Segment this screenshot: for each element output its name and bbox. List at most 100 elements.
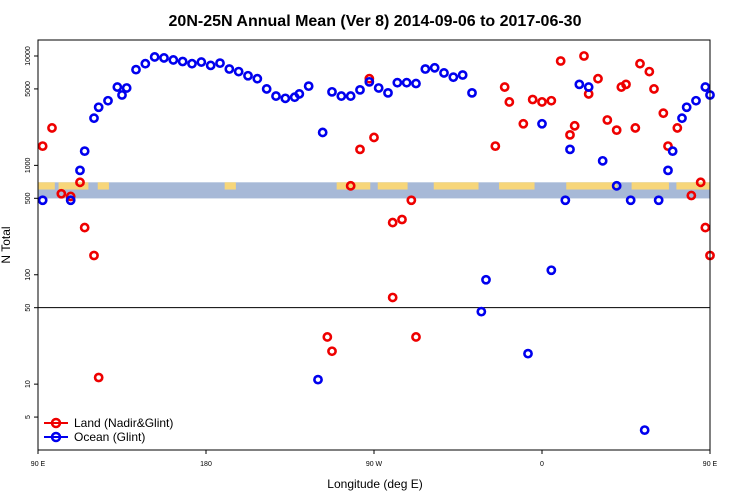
ocean-point: [663, 165, 673, 176]
ocean-point: [677, 113, 687, 124]
land-patch: [58, 182, 89, 192]
land-point: [686, 190, 697, 201]
land-point: [499, 82, 510, 92]
x-tick-label: 90 E: [31, 461, 46, 468]
ocean-point: [411, 78, 421, 89]
ocean-point: [345, 91, 356, 101]
land-point: [672, 123, 683, 133]
legend-ocean-marker: [50, 431, 62, 443]
land-point: [569, 120, 580, 131]
ocean-point: [667, 146, 678, 157]
ocean-point: [65, 195, 76, 206]
x-axis-ticks: 90 E 180 90 W 0 90 E: [31, 450, 718, 468]
ocean-point: [224, 64, 235, 74]
ocean-point: [364, 76, 375, 87]
ocean-point: [121, 83, 132, 93]
land-point: [635, 58, 645, 69]
ocean-point: [700, 82, 711, 92]
ocean-point: [523, 348, 533, 359]
land-patch: [631, 182, 669, 192]
ocean-point: [75, 165, 85, 176]
land-patch: [224, 182, 236, 192]
ocean-point: [317, 127, 328, 138]
land-point: [490, 141, 501, 152]
land-point: [579, 51, 589, 61]
legend-land-marker: [50, 417, 62, 429]
ocean-point: [112, 82, 123, 92]
land-patch: [433, 182, 479, 192]
y-tick-label: 5: [25, 415, 32, 419]
ocean-point: [131, 64, 141, 75]
ocean-point: [252, 73, 263, 84]
ocean-point: [560, 195, 571, 206]
land-point: [387, 217, 398, 228]
ocean-point: [448, 72, 459, 83]
ocean-point: [476, 306, 487, 317]
land-point: [649, 84, 659, 94]
y-tick-label: 5000: [25, 81, 32, 97]
plot-frame: [37, 39, 711, 451]
land-point: [644, 66, 655, 77]
land-point: [518, 118, 529, 129]
x-tick-label: 90 W: [366, 461, 383, 468]
land-point: [89, 250, 99, 261]
land-point: [546, 95, 557, 106]
x-tick-label: 90 E: [703, 461, 718, 468]
ocean-point: [215, 58, 225, 69]
land-point: [37, 141, 48, 152]
ocean-point: [625, 195, 636, 206]
ocean-point: [457, 70, 468, 80]
ocean-point: [271, 91, 281, 101]
ocean-point: [168, 55, 179, 65]
land-point: [700, 222, 711, 233]
land-point: [630, 123, 641, 133]
land-point: [327, 346, 337, 357]
ocean-point: [597, 155, 608, 166]
ocean-point: [336, 91, 347, 101]
ocean-point: [261, 84, 272, 94]
land-patch: [377, 182, 408, 192]
land-patch: [499, 182, 535, 192]
ocean-point: [537, 118, 547, 129]
land-patch: [97, 182, 109, 192]
land-point: [345, 180, 356, 191]
land-point: [355, 144, 365, 155]
y-axis-label: N Total: [0, 226, 13, 263]
ocean-point: [583, 82, 594, 92]
ocean-point: [294, 89, 305, 99]
ocean-point: [653, 195, 664, 206]
ocean-point: [467, 87, 477, 98]
ocean-point: [196, 57, 207, 67]
ocean-point: [546, 265, 557, 276]
ocean-point: [439, 68, 449, 78]
x-tick-label: 180: [200, 461, 212, 468]
ocean-point: [313, 374, 323, 385]
land-point: [411, 332, 421, 342]
land-point: [555, 56, 566, 66]
series-points: [37, 51, 715, 436]
land-point: [406, 195, 417, 206]
y-tick-label: 10000: [25, 46, 32, 66]
ocean-point: [187, 58, 197, 69]
ocean-point: [392, 77, 403, 88]
land-patch: [676, 182, 710, 192]
land-point: [593, 73, 603, 84]
ocean-point: [574, 79, 585, 90]
ocean-point: [103, 95, 113, 106]
ocean-point: [420, 64, 431, 74]
ocean-point: [79, 146, 90, 157]
ocean-band-lower: [38, 189, 710, 199]
ocean-point: [639, 425, 650, 436]
land-point: [602, 115, 613, 125]
land-point: [56, 188, 67, 199]
y-axis-ticks: 5 10 50 100 500 1000 5000 10000: [25, 46, 38, 419]
ocean-point: [327, 86, 337, 97]
ocean-point: [177, 56, 188, 67]
ocean-point: [691, 95, 701, 106]
land-point: [397, 214, 407, 225]
ocean-point: [681, 102, 692, 113]
ocean-point: [93, 102, 104, 113]
land-patch: [38, 182, 55, 192]
land-point: [65, 191, 76, 202]
